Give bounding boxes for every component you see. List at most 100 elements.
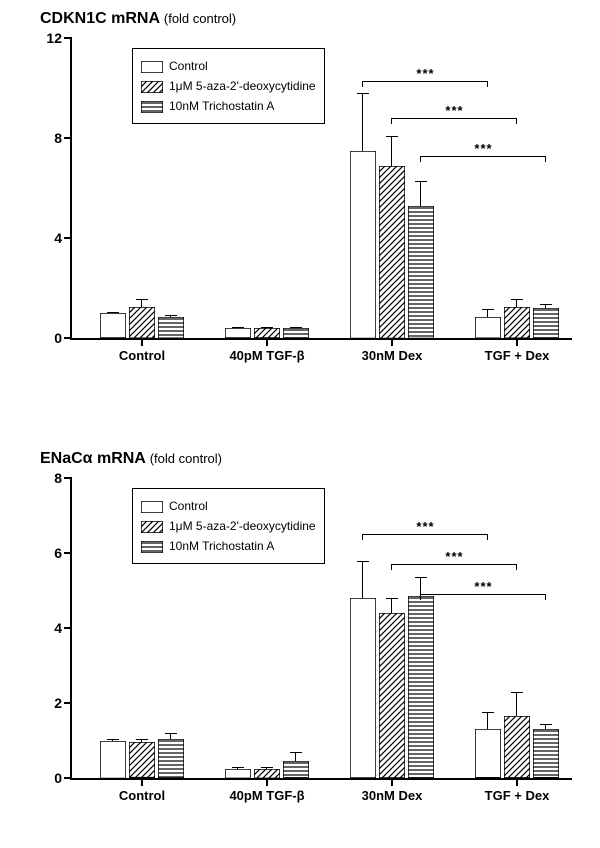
legend-swatch	[141, 80, 163, 92]
error-cap	[107, 312, 119, 313]
x-tick-label: 40pM TGF-β	[229, 348, 304, 363]
error-cap	[415, 577, 427, 578]
title-sub: (fold control)	[164, 11, 236, 26]
error-cap	[136, 299, 148, 300]
error-bar	[362, 93, 363, 151]
error-cap	[136, 739, 148, 740]
bar	[100, 741, 126, 779]
error-cap	[165, 733, 177, 734]
chart-title: CDKN1C mRNA (fold control)	[40, 10, 236, 28]
significance-drop	[391, 118, 392, 124]
y-tick	[64, 337, 72, 339]
significance-label: ***	[445, 103, 463, 118]
plot-area: 04812Control40pM TGF-β30nM DexTGF + Dex*…	[70, 38, 572, 340]
legend-swatch	[141, 100, 163, 112]
error-cap	[357, 93, 369, 94]
error-cap	[511, 299, 523, 300]
bar	[129, 742, 155, 778]
x-tick	[266, 778, 268, 786]
legend: Control 1μM 5-aza-2'-deoxycytidine 10nM Tr…	[132, 48, 325, 124]
bar	[533, 308, 559, 338]
y-tick	[64, 237, 72, 239]
y-tick-label: 8	[54, 130, 62, 146]
x-tick-label: Control	[119, 788, 165, 803]
bar	[350, 151, 376, 339]
legend-label: Control	[169, 497, 208, 515]
bar	[475, 317, 501, 338]
error-bar	[391, 136, 392, 166]
error-bar	[516, 299, 517, 307]
x-tick	[266, 338, 268, 346]
error-cap	[415, 181, 427, 182]
error-cap	[357, 561, 369, 562]
error-cap	[511, 692, 523, 693]
legend-label: 1μM 5-aza-2'-deoxycytidine	[169, 77, 316, 95]
significance-label: ***	[416, 66, 434, 81]
legend-item: 10nM Trichostatin A	[141, 97, 316, 115]
error-bar	[295, 752, 296, 761]
error-bar	[141, 299, 142, 307]
significance-drop	[362, 534, 363, 540]
error-cap	[482, 309, 494, 310]
legend-item: Control	[141, 57, 316, 75]
x-tick	[516, 778, 518, 786]
significance-drop	[487, 534, 488, 540]
title-main: CDKN1C mRNA	[40, 10, 159, 27]
error-cap	[165, 315, 177, 316]
legend-label: 1μM 5-aza-2'-deoxycytidine	[169, 517, 316, 535]
bar	[158, 317, 184, 338]
significance-drop	[362, 81, 363, 87]
error-bar	[391, 598, 392, 613]
y-tick	[64, 777, 72, 779]
significance-label: ***	[416, 519, 434, 534]
bar	[225, 328, 251, 338]
bar	[379, 613, 405, 778]
significance-line	[421, 156, 546, 157]
significance-drop	[516, 118, 517, 124]
significance-label: ***	[474, 141, 492, 156]
error-bar	[487, 309, 488, 317]
legend-item: 1μM 5-aza-2'-deoxycytidine	[141, 517, 316, 535]
x-tick-label: TGF + Dex	[485, 788, 550, 803]
error-bar	[420, 181, 421, 206]
bar	[504, 307, 530, 338]
legend-item: 10nM Trichostatin A	[141, 537, 316, 555]
bar	[129, 307, 155, 338]
legend-swatch	[141, 60, 163, 72]
x-tick	[141, 338, 143, 346]
y-tick-label: 6	[54, 545, 62, 561]
x-tick-label: 30nM Dex	[362, 348, 423, 363]
title-sub: (fold control)	[150, 451, 222, 466]
significance-line	[363, 81, 488, 82]
error-cap	[261, 767, 273, 768]
bar	[475, 729, 501, 778]
bar	[379, 166, 405, 339]
legend-swatch	[141, 520, 163, 532]
bar	[408, 596, 434, 778]
x-tick	[391, 338, 393, 346]
bar	[254, 769, 280, 778]
y-tick	[64, 477, 72, 479]
bar	[504, 716, 530, 778]
legend-label: 10nM Trichostatin A	[169, 97, 274, 115]
significance-label: ***	[445, 549, 463, 564]
y-tick	[64, 37, 72, 39]
y-tick-label: 8	[54, 470, 62, 486]
legend-swatch	[141, 540, 163, 552]
legend-item: 1μM 5-aza-2'-deoxycytidine	[141, 77, 316, 95]
error-bar	[487, 712, 488, 729]
significance-label: ***	[474, 579, 492, 594]
y-tick-label: 12	[46, 30, 62, 46]
error-cap	[290, 752, 302, 753]
bar	[225, 769, 251, 778]
x-tick-label: Control	[119, 348, 165, 363]
y-tick-label: 0	[54, 330, 62, 346]
significance-line	[392, 118, 517, 119]
significance-drop	[545, 156, 546, 162]
legend-item: Control	[141, 497, 316, 515]
error-cap	[107, 739, 119, 740]
significance-line	[421, 594, 546, 595]
error-bar	[516, 692, 517, 716]
page: { "panels": [ { "id": "cdkn1c", "title_m…	[0, 0, 600, 848]
x-tick-label: TGF + Dex	[485, 348, 550, 363]
